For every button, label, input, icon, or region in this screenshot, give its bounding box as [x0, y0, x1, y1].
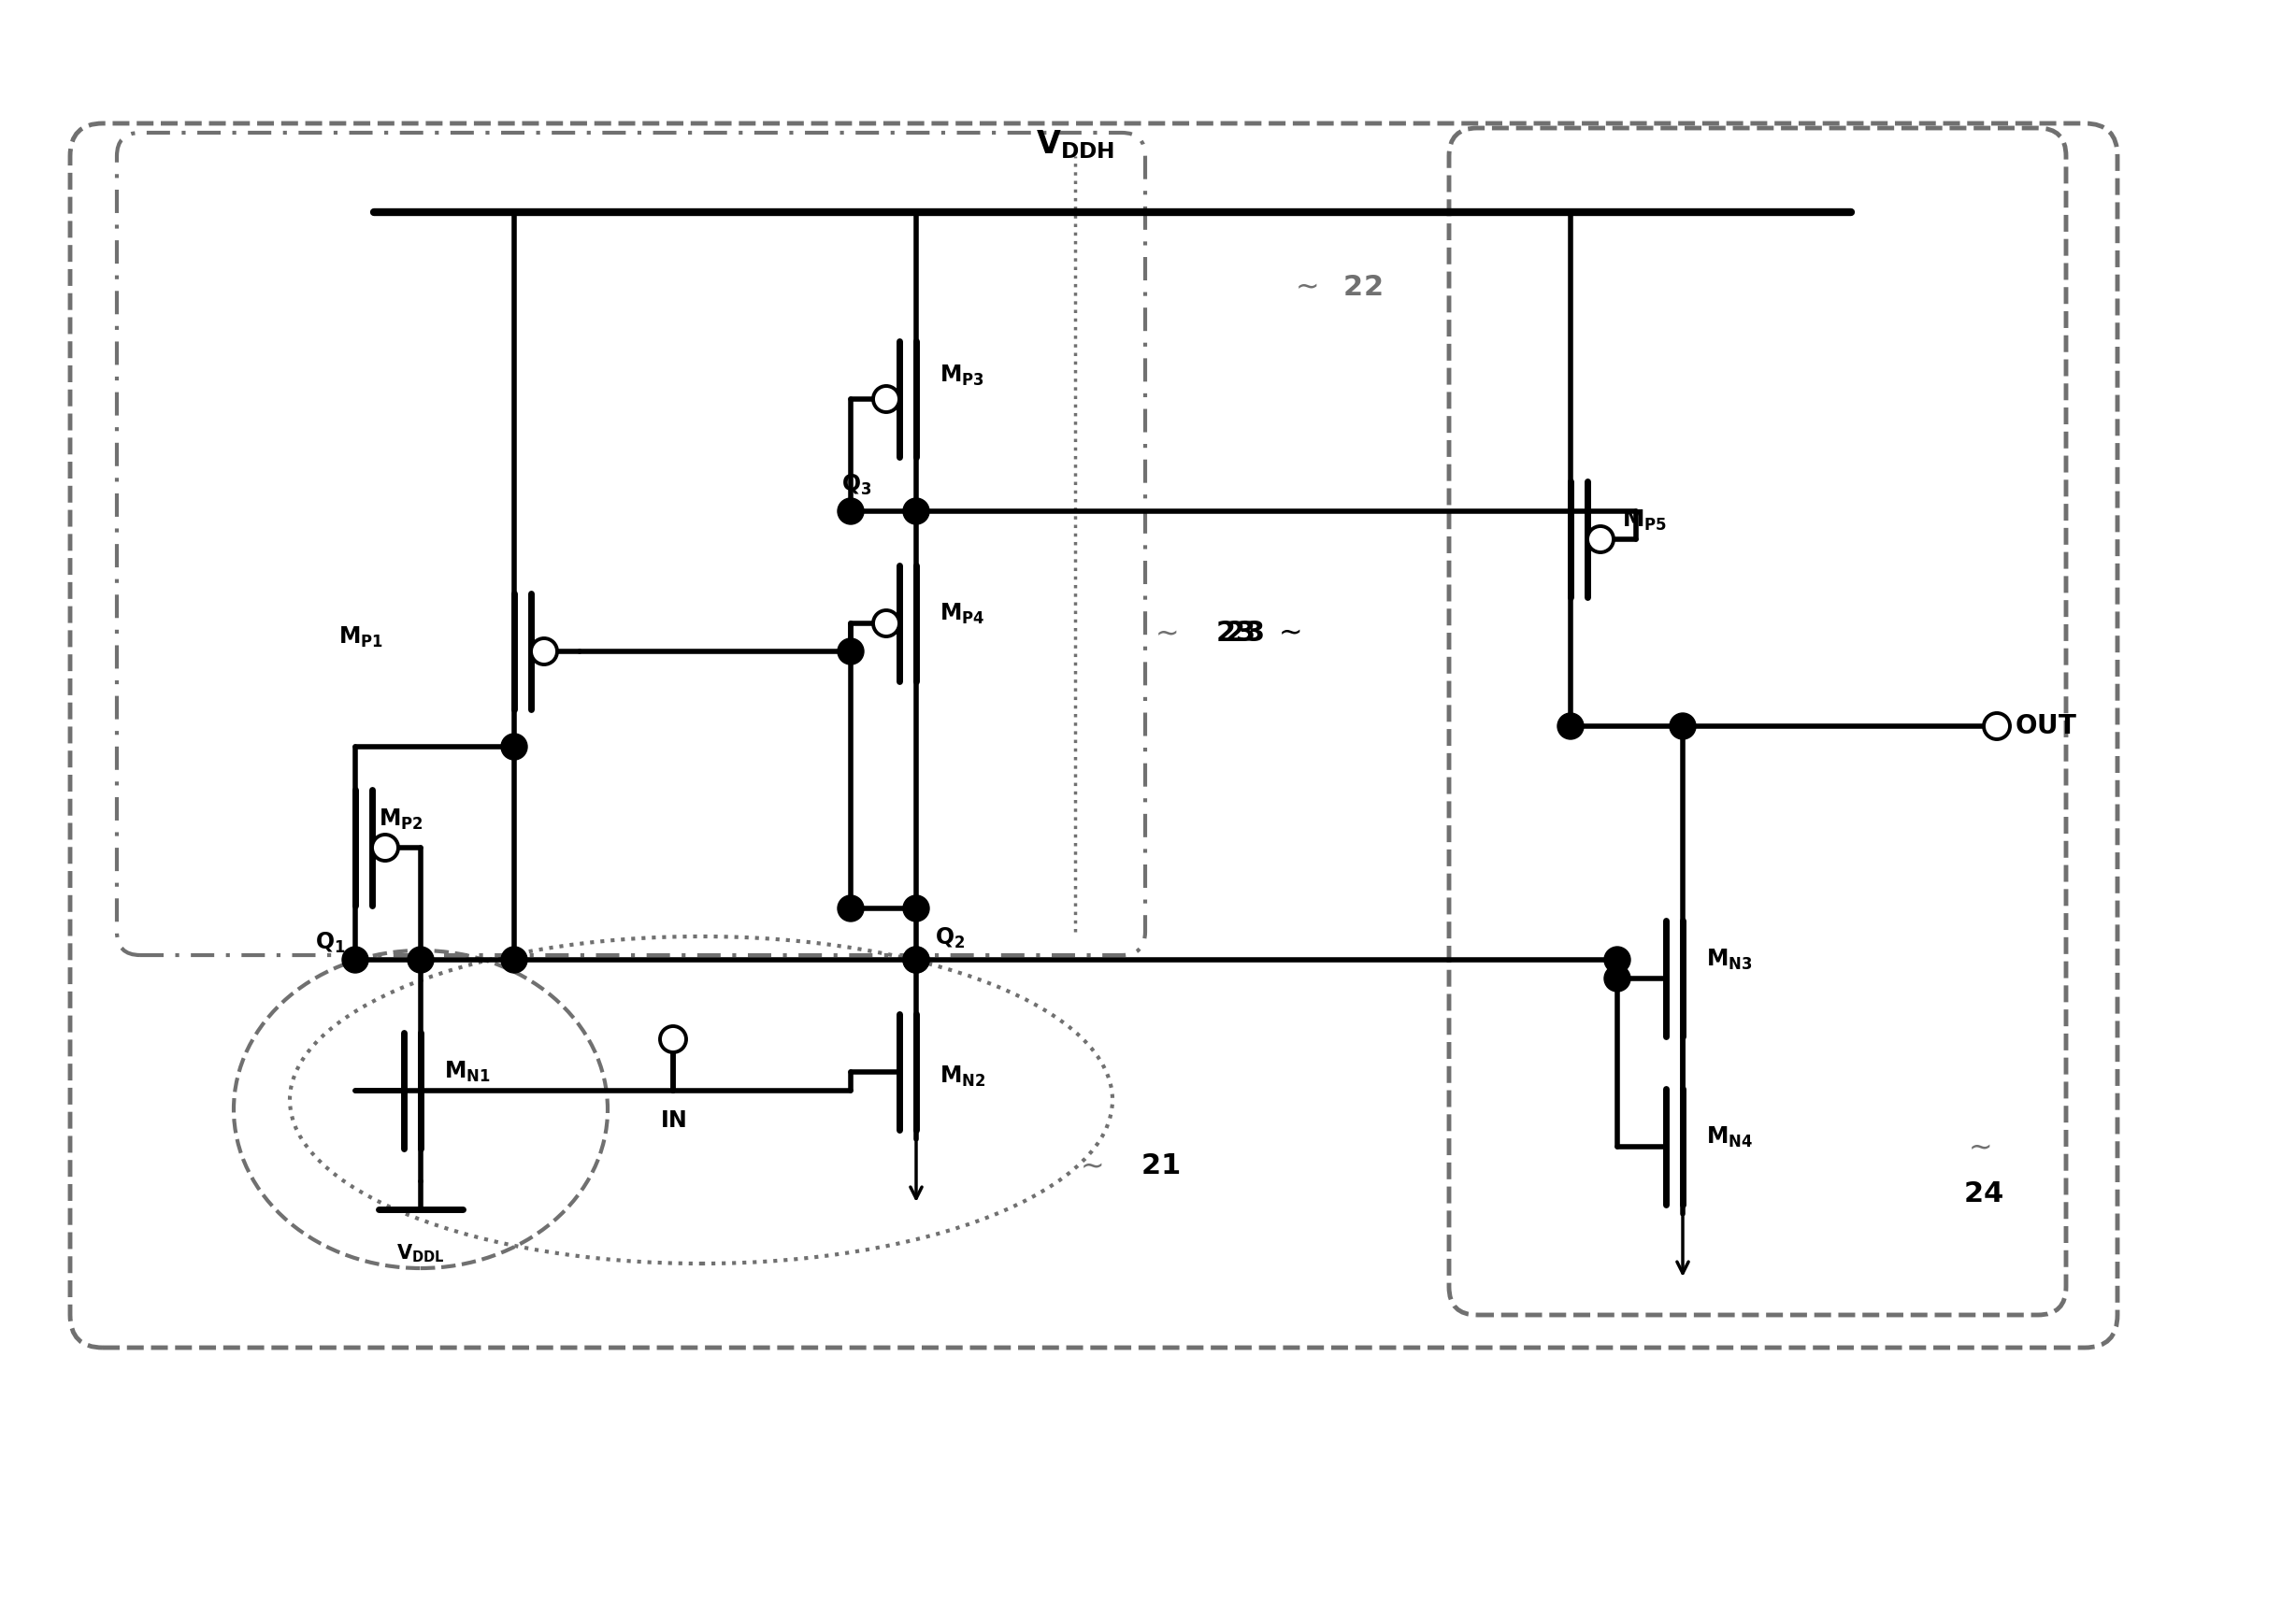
- Circle shape: [501, 947, 528, 973]
- Text: $\mathbf{23}$  $\sim$: $\mathbf{23}$ $\sim$: [1215, 620, 1302, 646]
- Circle shape: [902, 947, 930, 973]
- Circle shape: [530, 638, 558, 665]
- Circle shape: [838, 896, 863, 922]
- Text: $\mathbf{Q_3}$: $\mathbf{Q_3}$: [840, 473, 872, 497]
- Circle shape: [372, 834, 397, 860]
- Circle shape: [659, 1027, 687, 1052]
- Text: $\mathbf{M_{N3}}$: $\mathbf{M_{N3}}$: [1706, 947, 1752, 972]
- Circle shape: [902, 896, 930, 922]
- Text: $\mathbf{M_{N1}}$: $\mathbf{M_{N1}}$: [443, 1060, 491, 1085]
- Text: $\mathbf{IN}$: $\mathbf{IN}$: [659, 1109, 687, 1131]
- Text: $\mathbf{M_{N2}}$: $\mathbf{M_{N2}}$: [939, 1064, 985, 1089]
- Text: $\sim$: $\sim$: [1963, 1133, 1991, 1160]
- Circle shape: [409, 947, 434, 973]
- Circle shape: [1669, 713, 1697, 739]
- Circle shape: [872, 610, 900, 636]
- Circle shape: [1587, 526, 1614, 552]
- Circle shape: [838, 638, 863, 665]
- Circle shape: [902, 499, 930, 525]
- Circle shape: [838, 499, 863, 525]
- Circle shape: [1605, 965, 1630, 991]
- Text: $\mathbf{M_{P3}}$: $\mathbf{M_{P3}}$: [939, 363, 985, 387]
- Circle shape: [501, 734, 528, 760]
- Text: $\mathbf{23}$: $\mathbf{23}$: [1224, 620, 1263, 646]
- Text: $\mathbf{M_{P5}}$: $\mathbf{M_{P5}}$: [1621, 508, 1667, 533]
- Text: $\mathbf{Q_1}$: $\mathbf{Q_1}$: [315, 931, 347, 955]
- Circle shape: [342, 947, 367, 973]
- Text: $\mathbf{V_{DDL}}$: $\mathbf{V_{DDL}}$: [397, 1243, 445, 1264]
- Circle shape: [1984, 713, 2009, 739]
- Circle shape: [1557, 713, 1584, 739]
- Text: $\mathbf{M_{P4}}$: $\mathbf{M_{P4}}$: [939, 602, 985, 626]
- Text: $\mathbf{Q_2}$: $\mathbf{Q_2}$: [934, 926, 964, 951]
- Circle shape: [902, 947, 930, 973]
- Text: $\mathbf{M_{P1}}$: $\mathbf{M_{P1}}$: [338, 625, 383, 649]
- Text: $\sim$: $\sim$: [1075, 1152, 1104, 1178]
- Text: $\sim$  $\mathbf{22}$: $\sim$ $\mathbf{22}$: [1290, 273, 1382, 300]
- Text: $\mathbf{OUT}$: $\mathbf{OUT}$: [2014, 713, 2078, 739]
- Text: $\mathbf{24}$: $\mathbf{24}$: [1963, 1180, 2004, 1207]
- Text: $\mathbf{21}$: $\mathbf{21}$: [1141, 1152, 1180, 1178]
- Text: $\mathbf{V_{DDH}}$: $\mathbf{V_{DDH}}$: [1035, 129, 1114, 161]
- Circle shape: [872, 386, 900, 412]
- Circle shape: [1605, 947, 1630, 973]
- Text: $\mathbf{M_{P2}}$: $\mathbf{M_{P2}}$: [379, 807, 422, 831]
- Text: $\mathbf{M_{N4}}$: $\mathbf{M_{N4}}$: [1706, 1125, 1754, 1149]
- Text: $\sim$: $\sim$: [1150, 620, 1178, 646]
